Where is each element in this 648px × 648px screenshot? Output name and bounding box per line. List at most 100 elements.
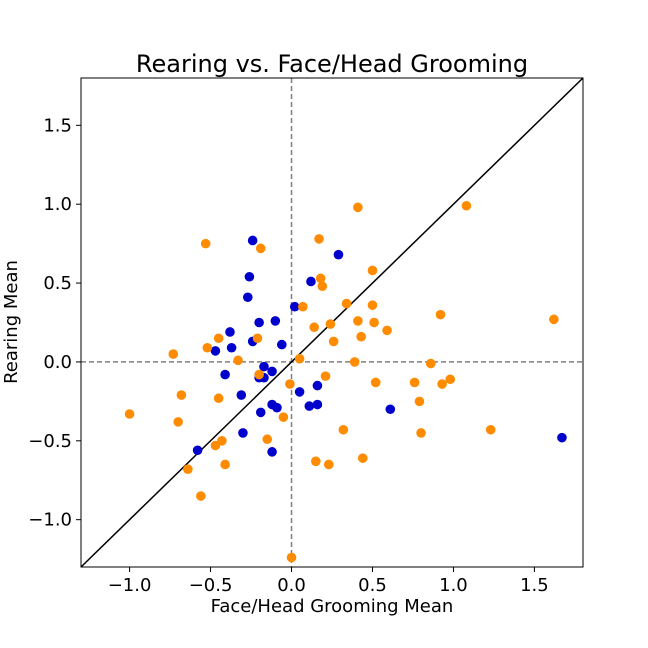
y-tick-label: 0.0 (43, 352, 72, 373)
data-point (304, 401, 315, 411)
y-tick-label: −0.5 (28, 431, 72, 452)
data-point (286, 552, 297, 563)
data-point (176, 390, 187, 400)
data-point (289, 301, 300, 312)
data-point (435, 309, 446, 320)
data-point (370, 377, 381, 388)
data-point (323, 459, 334, 470)
axis-ticks: −1.0 −0.5 0.0 0.5 1.0 1.5 −1.0 −0.5 0.0 0.5 1.0 1.5 (28, 115, 548, 596)
data-point (226, 342, 237, 353)
data-point (461, 200, 472, 211)
data-point (254, 317, 264, 328)
data-point (445, 374, 456, 385)
data-point (328, 336, 339, 347)
data-point (315, 273, 326, 284)
chart-title: Rearing vs. Face/Head Grooming (136, 50, 528, 78)
data-point (312, 399, 323, 410)
data-point (409, 377, 420, 388)
data-point (557, 432, 567, 443)
data-point (312, 380, 323, 391)
data-point (277, 339, 287, 350)
data-point (210, 346, 221, 356)
data-point (168, 349, 179, 359)
data-point (196, 491, 206, 501)
data-point (306, 276, 316, 287)
data-point (244, 271, 255, 282)
y-tick-label: 0.5 (43, 273, 72, 294)
data-point (262, 434, 273, 445)
data-point (267, 366, 277, 377)
data-point (202, 342, 213, 353)
data-point (367, 265, 378, 276)
data-point (311, 456, 321, 467)
data-point (220, 369, 230, 380)
data-point (382, 325, 392, 336)
data-point (285, 379, 295, 389)
data-point (124, 409, 135, 419)
data-point (338, 424, 349, 435)
data-point (353, 202, 363, 213)
data-point (367, 300, 378, 310)
data-point (314, 234, 324, 244)
data-point (425, 358, 436, 369)
series-0 (192, 235, 567, 457)
data-point (259, 361, 269, 372)
y-tick-label: −1.0 (28, 510, 72, 531)
data-point (210, 440, 221, 451)
data-point (278, 412, 289, 422)
data-point (353, 316, 363, 326)
data-point (270, 316, 281, 326)
data-point (309, 322, 319, 333)
x-axis-label: Face/Head Grooming Mean (211, 596, 454, 617)
data-point (255, 407, 266, 418)
data-point (320, 371, 331, 381)
x-tick-label: 1.0 (439, 575, 468, 596)
data-point (414, 396, 425, 407)
data-point (233, 355, 243, 366)
data-point (183, 464, 193, 475)
data-point (325, 319, 336, 329)
x-tick-label: −0.5 (189, 575, 233, 596)
data-point (236, 390, 247, 400)
data-point (252, 333, 263, 344)
data-point (385, 404, 396, 415)
plot-content (81, 78, 583, 567)
data-point (549, 314, 559, 325)
data-point (294, 353, 305, 364)
data-point (272, 402, 282, 413)
x-tick-label: −1.0 (108, 575, 152, 596)
data-point (369, 317, 379, 328)
data-point (349, 357, 360, 367)
y-axis-label: Rearing Mean (1, 260, 22, 384)
x-tick-label: 0.0 (277, 575, 306, 596)
data-point (333, 249, 344, 260)
data-point (225, 327, 235, 337)
data-point (317, 281, 328, 292)
data-point (200, 238, 211, 249)
x-tick-label: 0.5 (358, 575, 387, 596)
data-point (294, 387, 305, 397)
data-point (267, 447, 277, 457)
data-point (213, 393, 224, 404)
data-point (356, 331, 366, 342)
data-point (255, 243, 266, 254)
data-point (416, 428, 426, 438)
data-point (238, 428, 248, 438)
plot-area (80, 77, 584, 568)
series-1 (124, 200, 559, 563)
data-point (192, 445, 203, 456)
data-point (298, 301, 308, 312)
plot-frame (80, 77, 584, 568)
data-point (341, 298, 352, 309)
data-point (173, 417, 183, 427)
data-point (357, 453, 368, 463)
data-point (213, 333, 224, 344)
y-tick-label: 1.0 (43, 194, 72, 215)
data-point (220, 459, 230, 470)
y-tick-label: 1.5 (43, 115, 72, 136)
data-point (485, 424, 496, 435)
data-point (247, 235, 258, 246)
data-point (254, 369, 264, 380)
data-point (437, 379, 447, 389)
